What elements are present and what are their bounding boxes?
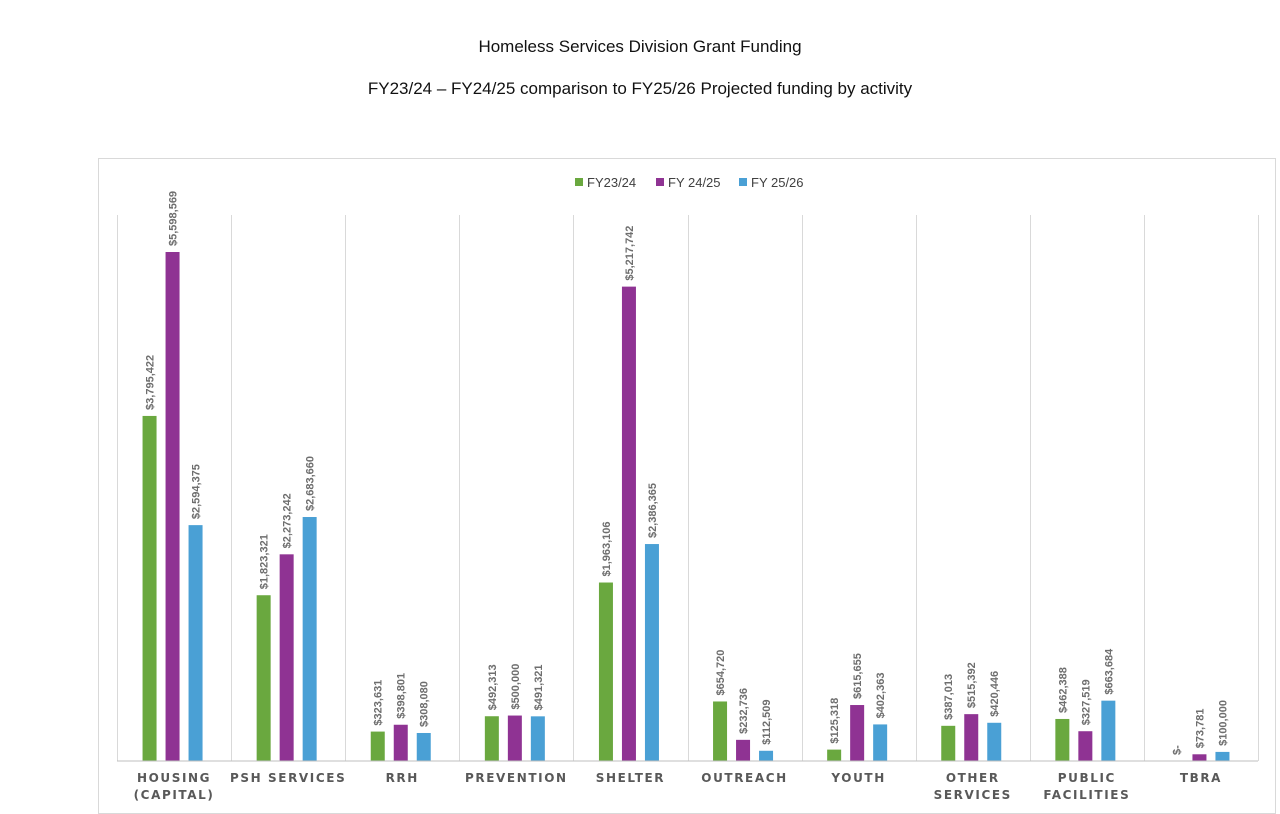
- bar-fy23-24: [827, 749, 842, 761]
- bar-fy23-24: [142, 415, 157, 761]
- bar-fy-24-25: [279, 554, 294, 761]
- data-label: $-: [1171, 745, 1183, 755]
- data-label: $615,655: [852, 653, 864, 699]
- bar-fy-24-25: [964, 714, 979, 761]
- category-separators: [117, 215, 1259, 761]
- data-label: $100,000: [1217, 700, 1229, 746]
- category-label: FACILITIES: [1043, 788, 1130, 802]
- bar-fy-25-26: [1215, 751, 1230, 761]
- data-label: $1,823,321: [259, 534, 271, 589]
- category-label: SHELTER: [596, 771, 665, 785]
- category-labels-group: HOUSING (CAPITAL) PSH SERVICES RRH PREVENTIO…: [134, 771, 1222, 802]
- bar-fy-25-26: [644, 544, 659, 761]
- category-label: PUBLIC: [1058, 771, 1116, 785]
- bar-fy23-24: [484, 716, 499, 761]
- data-label: $2,683,660: [305, 456, 317, 511]
- bar-fy-24-25: [165, 252, 180, 761]
- bar-fy-25-26: [759, 750, 774, 761]
- data-label: $654,720: [715, 650, 727, 696]
- data-labels-group: $3,795,422 $5,598,569 $2,594,375 $1,823,321…: [145, 191, 1230, 755]
- data-label: $492,313: [487, 664, 499, 710]
- data-label: $420,446: [989, 671, 1001, 717]
- category-label: (CAPITAL): [134, 788, 215, 802]
- bar-fy-25-26: [416, 732, 431, 761]
- data-label: $73,781: [1194, 709, 1206, 749]
- bar-fy23-24: [941, 725, 956, 761]
- data-label: $323,631: [373, 680, 385, 726]
- data-label: $5,217,742: [624, 226, 636, 281]
- bar-fy-25-26: [987, 722, 1002, 761]
- legend-entry: FY 24/25: [668, 175, 721, 190]
- data-label: $462,388: [1057, 667, 1069, 713]
- data-label: $515,392: [966, 662, 978, 708]
- bar-fy-24-25: [1192, 754, 1207, 761]
- bar-fy-25-26: [302, 517, 317, 761]
- category-label: OTHER: [946, 771, 1000, 785]
- bar-fy-24-25: [393, 724, 408, 761]
- data-label: $125,318: [829, 698, 841, 744]
- category-label: YOUTH: [830, 771, 885, 785]
- bar-fy-24-25: [621, 286, 636, 761]
- bar-fy-25-26: [873, 724, 888, 761]
- bar-fy23-24: [256, 595, 271, 761]
- data-label: $387,013: [943, 674, 955, 720]
- bar-fy-25-26: [188, 525, 203, 761]
- bar-fy23-24: [598, 582, 613, 761]
- bar-fy-25-26: [530, 716, 545, 761]
- data-label: $2,273,242: [282, 493, 294, 548]
- data-label: $327,519: [1080, 679, 1092, 725]
- data-label: $500,000: [510, 664, 522, 710]
- legend-entry: FY 25/26: [751, 175, 804, 190]
- bar-fy-24-25: [736, 739, 751, 761]
- category-label: TBRA: [1180, 771, 1222, 785]
- data-label: $491,321: [533, 664, 545, 710]
- data-label: $2,594,375: [191, 464, 203, 519]
- category-label: OUTREACH: [701, 771, 788, 785]
- category-label: SERVICES: [934, 788, 1012, 802]
- data-label: $5,598,569: [168, 191, 180, 246]
- bars-group: [142, 252, 1230, 761]
- bar-fy23-24: [370, 731, 385, 761]
- data-label: $402,363: [875, 673, 887, 719]
- category-label: PSH SERVICES: [230, 771, 346, 785]
- bar-fy-24-25: [507, 715, 522, 761]
- category-label: HOUSING: [137, 771, 211, 785]
- data-label: $232,736: [738, 688, 750, 734]
- bar-fy-25-26: [1101, 700, 1116, 761]
- data-label: $112,509: [761, 699, 773, 744]
- category-label: RRH: [386, 771, 419, 785]
- data-label: $308,080: [419, 681, 431, 727]
- legend: FY23/24 FY 24/25 FY 25/26: [575, 175, 804, 190]
- legend-swatch: [656, 178, 664, 186]
- bar-fy-24-25: [850, 705, 865, 761]
- bar-fy-24-25: [1078, 731, 1093, 761]
- data-label: $2,386,365: [647, 483, 659, 538]
- data-label: $398,801: [396, 673, 408, 719]
- data-label: $3,795,422: [145, 355, 157, 410]
- bar-fy23-24: [713, 701, 728, 761]
- bar-fy23-24: [1055, 718, 1070, 761]
- category-label: PREVENTION: [465, 771, 568, 785]
- data-label: $1,963,106: [601, 521, 613, 576]
- chart-subtitle: FY23/24 – FY24/25 comparison to FY25/26 …: [367, 79, 913, 98]
- legend-entry: FY23/24: [587, 175, 636, 190]
- legend-swatch: [575, 178, 583, 186]
- legend-swatch: [739, 178, 747, 186]
- data-label: $663,684: [1103, 648, 1115, 695]
- chart-title: Homeless Services Division Grant Funding: [478, 37, 802, 56]
